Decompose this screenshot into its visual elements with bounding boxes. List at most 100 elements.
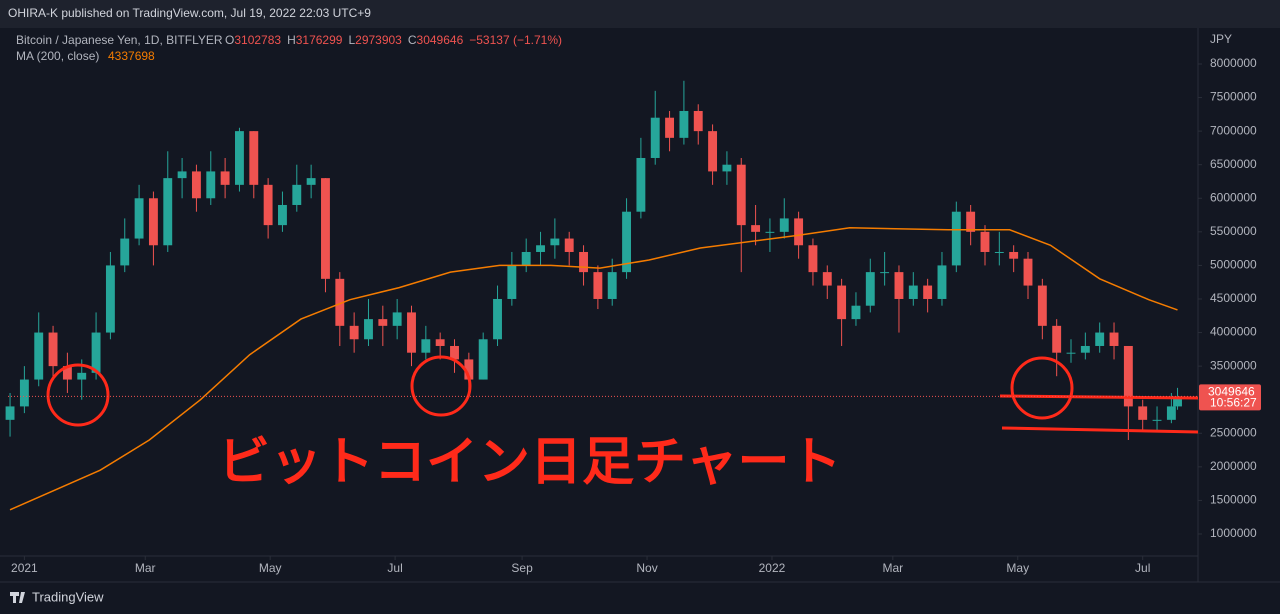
candle-body xyxy=(34,332,44,380)
candle-body xyxy=(564,238,574,252)
y-tick-label: 7000000 xyxy=(1210,123,1257,137)
candle-body xyxy=(206,171,216,199)
last-price-label: 3049646 xyxy=(1208,385,1255,399)
candle-body xyxy=(751,225,761,232)
candle-body xyxy=(507,265,517,299)
x-tick-label: Jul xyxy=(387,561,402,575)
x-tick-label: May xyxy=(259,561,282,575)
y-tick-label: 7500000 xyxy=(1210,90,1257,104)
candle-body xyxy=(407,312,416,353)
candle-body xyxy=(880,272,890,274)
annotation: ビットコイン日足チャート xyxy=(218,434,841,492)
candle-body xyxy=(163,178,173,246)
legend-value: 2973903 xyxy=(355,33,402,47)
candle-body xyxy=(794,218,804,246)
candle-body xyxy=(148,198,158,246)
candle-body xyxy=(306,178,316,185)
candle-body xyxy=(521,251,531,266)
candle-body xyxy=(435,339,445,346)
x-tick-label: May xyxy=(1006,561,1029,575)
candle-body xyxy=(679,110,689,138)
candle-body xyxy=(105,265,115,333)
drawings xyxy=(46,355,1199,434)
candle-body xyxy=(736,164,746,226)
header-bar xyxy=(0,0,1280,28)
candle-body xyxy=(278,204,287,226)
legend-label: L xyxy=(348,33,355,47)
symbol: Bitcoin / Japanese Yen, 1D, BITFLYER xyxy=(16,33,223,47)
candle-body xyxy=(321,178,330,279)
candle-body xyxy=(77,372,87,380)
support-line xyxy=(1001,426,1199,434)
candle-body xyxy=(650,117,660,158)
candle-body xyxy=(722,164,732,172)
ohlc-values: O3102783 H3176299 L2973903 C3049646 −53137 (… xyxy=(225,33,562,47)
y-tick-label: 2500000 xyxy=(1210,425,1257,439)
candle-body xyxy=(493,298,502,340)
highlight-circle xyxy=(46,363,110,427)
ohlc-legend: O3102783 H3176299 L2973903 C3049646 −53137 (… xyxy=(225,33,562,47)
candle-body xyxy=(464,359,474,380)
candle-body xyxy=(837,285,847,320)
candle-body xyxy=(966,211,976,232)
candle-body xyxy=(779,218,789,232)
candle-body xyxy=(693,110,703,132)
candle-body xyxy=(1080,345,1090,353)
candle-body xyxy=(292,184,302,205)
candle-body xyxy=(808,245,818,273)
candle-body xyxy=(478,339,488,380)
candle-body xyxy=(48,332,58,367)
candle-body xyxy=(550,238,560,246)
candle-body xyxy=(364,319,373,340)
candle-body xyxy=(349,325,359,340)
candle-body xyxy=(579,251,588,273)
moving-average xyxy=(9,227,1178,511)
legend-label: C xyxy=(408,33,417,47)
candle-body xyxy=(5,406,15,420)
x-tick-label: Jul xyxy=(1135,561,1150,575)
candle-body xyxy=(378,319,388,326)
candle-body xyxy=(593,272,603,299)
candle-body xyxy=(392,312,402,326)
candle-body xyxy=(607,272,617,299)
y-tick-label: 6500000 xyxy=(1210,157,1257,171)
candle-body xyxy=(1109,332,1119,346)
x-tick-label: Sep xyxy=(511,561,533,575)
highlight-circle xyxy=(1010,356,1074,420)
axis-unit: JPY xyxy=(1210,32,1232,46)
candle-body xyxy=(1166,406,1176,420)
y-tick-label: 5000000 xyxy=(1210,258,1257,272)
x-tick-label: Mar xyxy=(135,561,156,575)
y-tick-label: 4000000 xyxy=(1210,325,1257,339)
header: OHIRA-K published on TradingView.com, Ju… xyxy=(8,6,371,20)
plot xyxy=(5,80,1182,511)
x-tick-label: Nov xyxy=(636,561,657,575)
candle-body xyxy=(191,171,201,199)
candle-body xyxy=(249,131,259,185)
candle-body xyxy=(665,117,675,138)
ma-legend-value: 4337698 xyxy=(108,49,155,63)
candle-body xyxy=(1095,332,1105,346)
candle-body xyxy=(536,245,545,252)
candle-body xyxy=(1009,251,1019,259)
legend-label: H xyxy=(287,33,296,47)
footer-logo xyxy=(10,592,25,603)
candle-body xyxy=(134,198,144,239)
candle-body xyxy=(91,332,101,373)
y-tick-label: 8000000 xyxy=(1210,56,1257,70)
candle-body xyxy=(865,272,875,306)
last-price-box xyxy=(1199,384,1261,411)
candle-body xyxy=(421,339,431,353)
candle-body xyxy=(450,345,459,360)
candle-body xyxy=(937,265,947,299)
y-tick-label: 4500000 xyxy=(1210,291,1257,305)
legend-label: O xyxy=(225,33,234,47)
countdown: 10:56:27 xyxy=(1210,396,1257,410)
logo xyxy=(10,592,25,603)
candle-body xyxy=(980,231,990,252)
candle-body xyxy=(765,231,775,233)
candle-body xyxy=(1173,396,1182,407)
